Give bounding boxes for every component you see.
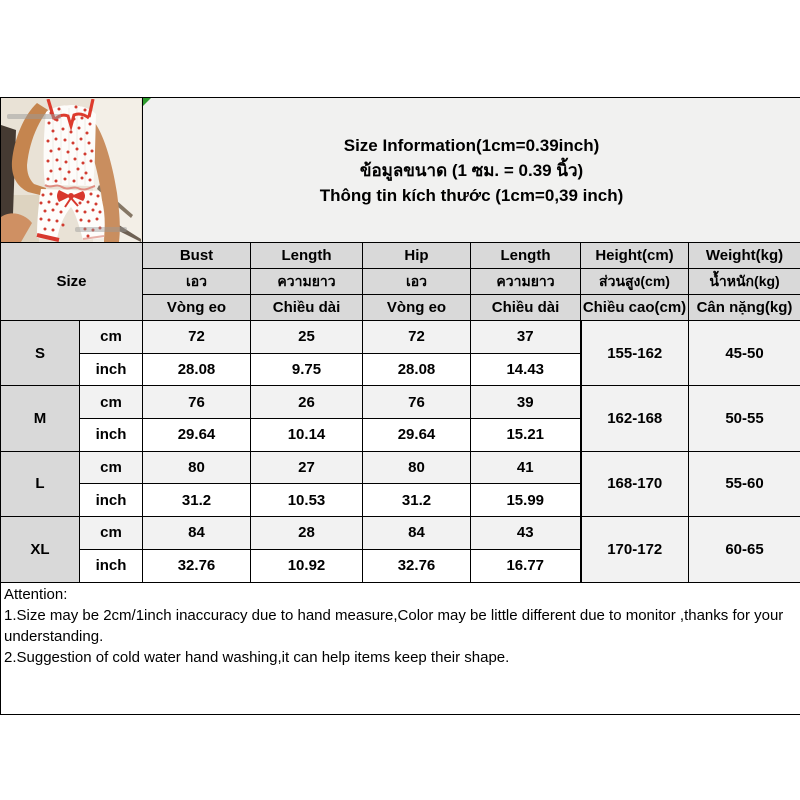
unit-cm: cm xyxy=(79,516,143,550)
size-table: Size Information(1cm=0.39inch) ข้อมูลขนา… xyxy=(0,97,800,715)
xl-length-inch: 10.92 xyxy=(250,548,363,583)
l-height-range: 168-170 xyxy=(579,450,689,518)
watermark xyxy=(7,113,127,232)
l-bust-cm: 80 xyxy=(142,450,251,485)
attention-heading: Attention: xyxy=(4,585,68,603)
col-header-height-th: ส่วนสูง(cm) xyxy=(580,268,689,295)
col-header-height-vi: Chiều cao(cm) xyxy=(580,294,689,321)
m-hip-inch: 29.64 xyxy=(362,418,471,452)
l-hip-cm: 80 xyxy=(362,450,471,485)
col-header-length2-en: Length xyxy=(470,242,581,269)
m-length-inch: 10.14 xyxy=(250,418,363,452)
size-s-label: S xyxy=(0,319,80,387)
s-hip-inch: 28.08 xyxy=(362,352,471,387)
col-header-hip-vi: Vòng eo xyxy=(362,294,471,321)
m-length-cm: 26 xyxy=(250,385,363,420)
m-bust-cm: 76 xyxy=(142,385,251,420)
col-header-weight-th: น้ำหนัก(kg) xyxy=(687,268,800,295)
s-weight-range: 45-50 xyxy=(687,319,800,387)
unit-cm: cm xyxy=(79,320,143,354)
col-header-height-en: Height(cm) xyxy=(580,242,689,269)
m-hip-cm: 76 xyxy=(362,385,471,420)
pajama-set-photo-illustration xyxy=(1,98,141,242)
m-length2-inch: 15.21 xyxy=(470,418,581,452)
xl-length-cm: 28 xyxy=(250,516,363,550)
col-header-bust-th: เอว xyxy=(142,268,251,295)
s-length-cm: 25 xyxy=(250,320,363,354)
xl-length2-inch: 16.77 xyxy=(470,548,581,583)
title-thai: ข้อมูลขนาด (1 ซม. = 0.39 นิ้ว) xyxy=(359,160,584,180)
col-header-hip-en: Hip xyxy=(362,242,471,269)
unit-cm: cm xyxy=(79,450,143,485)
s-length2-inch: 14.43 xyxy=(470,352,581,387)
xl-hip-cm: 84 xyxy=(362,516,471,550)
col-header-weight-en: Weight(kg) xyxy=(687,242,800,269)
xl-bust-cm: 84 xyxy=(142,516,251,550)
size-l-label: L xyxy=(0,450,80,518)
l-hip-inch: 31.2 xyxy=(362,483,471,518)
l-bust-inch: 31.2 xyxy=(142,483,251,518)
xl-weight-range: 60-65 xyxy=(687,516,800,583)
attention-note: Attention: 1.Size may be 2cm/1inch inacc… xyxy=(0,581,800,715)
l-weight-range: 55-60 xyxy=(687,450,800,518)
l-length2-cm: 41 xyxy=(470,450,581,485)
unit-inch: inch xyxy=(79,548,143,583)
m-length2-cm: 39 xyxy=(470,385,581,420)
l-length-cm: 27 xyxy=(250,450,363,485)
s-length2-cm: 37 xyxy=(470,320,581,354)
xl-height-range: 170-172 xyxy=(579,516,689,583)
unit-cm: cm xyxy=(79,385,143,420)
l-length-inch: 10.53 xyxy=(250,483,363,518)
size-xl-label: XL xyxy=(0,516,80,583)
l-length2-inch: 15.99 xyxy=(470,483,581,518)
s-length-inch: 9.75 xyxy=(250,352,363,387)
col-header-bust-en: Bust xyxy=(142,242,251,269)
xl-length2-cm: 43 xyxy=(470,516,581,550)
title-vietnamese: Thông tin kích thước (1cm=0,39 inch) xyxy=(319,185,624,205)
title-block: Size Information(1cm=0.39inch) ข้อมูลขนา… xyxy=(141,97,800,243)
s-hip-cm: 72 xyxy=(362,320,471,354)
attention-line-2: 2.Suggestion of cold water hand washing,… xyxy=(4,648,510,666)
unit-inch: inch xyxy=(79,483,143,518)
title-english: Size Information(1cm=0.39inch) xyxy=(343,135,600,155)
cell-error-corner-icon xyxy=(143,98,151,106)
col-header-length-th: ความยาว xyxy=(250,268,363,295)
col-header-length-vi: Chiều dài xyxy=(250,294,363,321)
col-header-hip-th: เอว xyxy=(362,268,471,295)
col-header-length-en: Length xyxy=(250,242,363,269)
red-bow xyxy=(57,189,85,208)
s-height-range: 155-162 xyxy=(579,319,689,387)
s-bust-inch: 28.08 xyxy=(142,352,251,387)
m-height-range: 162-168 xyxy=(579,385,689,452)
unit-inch: inch xyxy=(79,352,143,387)
col-header-weight-vi: Cân nặng(kg) xyxy=(687,294,800,321)
col-header-bust-vi: Vòng eo xyxy=(142,294,251,321)
col-header-length2-th: ความยาว xyxy=(470,268,581,295)
unit-inch: inch xyxy=(79,418,143,452)
xl-hip-inch: 32.76 xyxy=(362,548,471,583)
size-m-label: M xyxy=(0,385,80,452)
xl-bust-inch: 32.76 xyxy=(142,548,251,583)
s-bust-cm: 72 xyxy=(142,320,251,354)
m-bust-inch: 29.64 xyxy=(142,418,251,452)
heart-dot-print-top xyxy=(46,105,94,182)
heart-dot-print-shorts xyxy=(39,192,102,238)
m-weight-range: 50-55 xyxy=(687,385,800,452)
product-photo xyxy=(0,97,143,243)
size-header: Size xyxy=(0,242,143,321)
col-header-length2-vi: Chiều dài xyxy=(470,294,581,321)
attention-line-1: 1.Size may be 2cm/1inch inaccuracy due t… xyxy=(4,606,784,645)
